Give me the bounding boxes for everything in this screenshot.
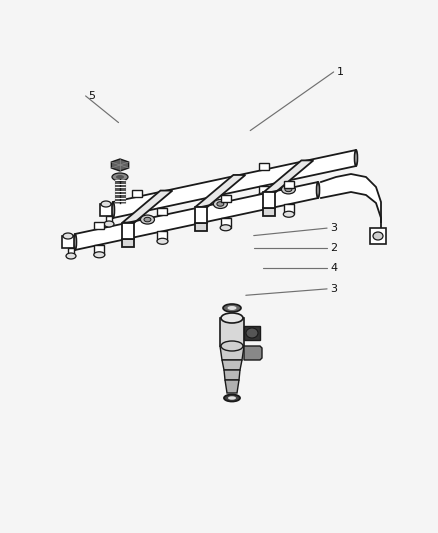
Polygon shape — [320, 174, 380, 238]
Polygon shape — [223, 370, 240, 380]
Polygon shape — [122, 239, 134, 247]
Ellipse shape — [94, 252, 105, 258]
Text: 3: 3 — [329, 223, 336, 233]
Polygon shape — [195, 223, 207, 231]
Ellipse shape — [284, 187, 291, 192]
Polygon shape — [75, 182, 317, 250]
Ellipse shape — [111, 202, 114, 218]
Polygon shape — [122, 191, 172, 223]
Ellipse shape — [223, 394, 240, 401]
Ellipse shape — [66, 253, 76, 259]
Polygon shape — [244, 346, 261, 360]
Ellipse shape — [216, 201, 223, 206]
Ellipse shape — [372, 232, 382, 240]
Polygon shape — [157, 208, 167, 215]
Ellipse shape — [227, 396, 236, 400]
Polygon shape — [283, 204, 293, 214]
Polygon shape — [263, 208, 275, 216]
Polygon shape — [283, 181, 293, 188]
Ellipse shape — [144, 217, 151, 222]
Ellipse shape — [245, 328, 258, 338]
Polygon shape — [62, 236, 74, 248]
Text: 2: 2 — [329, 244, 336, 253]
Polygon shape — [220, 218, 230, 228]
Polygon shape — [68, 248, 74, 256]
Polygon shape — [106, 216, 112, 224]
Ellipse shape — [223, 304, 240, 312]
Ellipse shape — [281, 185, 295, 194]
Ellipse shape — [116, 175, 124, 179]
Ellipse shape — [63, 233, 73, 239]
Ellipse shape — [227, 306, 236, 310]
Polygon shape — [222, 360, 241, 370]
Text: 3: 3 — [329, 284, 336, 294]
Polygon shape — [111, 159, 128, 171]
Text: 1: 1 — [336, 67, 343, 77]
Ellipse shape — [220, 341, 243, 351]
Polygon shape — [94, 222, 104, 229]
Ellipse shape — [74, 234, 76, 250]
Ellipse shape — [213, 199, 227, 208]
Polygon shape — [132, 190, 142, 197]
Polygon shape — [258, 186, 268, 196]
Ellipse shape — [220, 225, 231, 231]
Ellipse shape — [258, 193, 268, 199]
Polygon shape — [94, 245, 104, 255]
Polygon shape — [195, 175, 245, 207]
Polygon shape — [220, 195, 230, 202]
Polygon shape — [195, 207, 207, 223]
Polygon shape — [113, 150, 355, 218]
Ellipse shape — [220, 313, 243, 323]
Ellipse shape — [354, 150, 357, 166]
Polygon shape — [132, 213, 142, 223]
Ellipse shape — [157, 238, 168, 244]
Polygon shape — [122, 223, 134, 239]
Ellipse shape — [316, 182, 319, 198]
Ellipse shape — [283, 211, 293, 217]
Polygon shape — [263, 160, 313, 192]
Polygon shape — [369, 228, 385, 244]
Ellipse shape — [101, 201, 111, 207]
Ellipse shape — [140, 215, 154, 224]
Ellipse shape — [104, 221, 114, 227]
Text: 5: 5 — [88, 91, 95, 101]
Polygon shape — [219, 346, 244, 360]
Polygon shape — [258, 163, 268, 169]
Ellipse shape — [131, 220, 142, 226]
Ellipse shape — [112, 173, 128, 181]
Polygon shape — [263, 192, 275, 208]
Polygon shape — [244, 326, 259, 340]
Polygon shape — [219, 318, 244, 346]
Polygon shape — [157, 231, 167, 241]
Text: 4: 4 — [329, 263, 336, 273]
Polygon shape — [225, 380, 238, 393]
Polygon shape — [100, 204, 112, 216]
